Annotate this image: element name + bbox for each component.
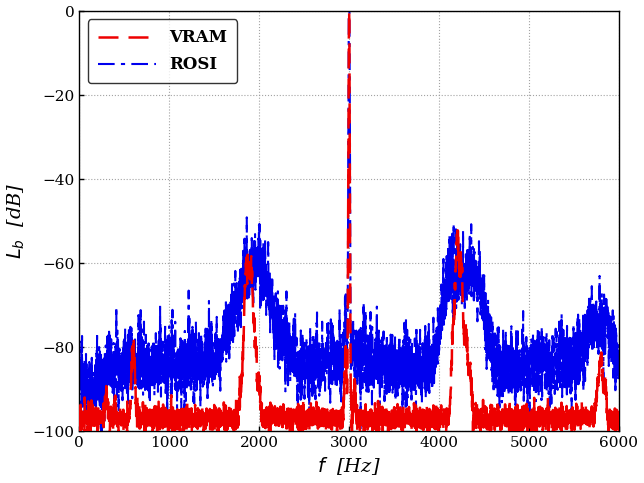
VRAM <box>582 420 589 426</box>
ROSI <box>615 352 623 358</box>
VRAM <box>80 428 88 434</box>
ROSI <box>515 353 522 358</box>
VRAM <box>515 428 522 434</box>
ROSI <box>582 378 589 384</box>
ROSI <box>345 8 353 14</box>
ROSI <box>98 428 106 434</box>
Line: VRAM: VRAM <box>79 11 619 431</box>
VRAM <box>435 409 443 414</box>
ROSI <box>118 359 126 365</box>
Legend: VRAM, ROSI: VRAM, ROSI <box>88 19 237 84</box>
ROSI <box>553 364 561 370</box>
VRAM <box>615 412 623 417</box>
VRAM <box>345 8 353 14</box>
Y-axis label: $L_b$  [dB]: $L_b$ [dB] <box>6 183 27 259</box>
X-axis label: $f$  [Hz]: $f$ [Hz] <box>317 455 381 477</box>
ROSI <box>75 370 83 376</box>
VRAM <box>553 412 561 418</box>
ROSI <box>435 314 443 320</box>
VRAM <box>75 414 83 420</box>
ROSI <box>601 351 609 357</box>
VRAM <box>118 409 126 415</box>
Line: ROSI: ROSI <box>79 11 619 431</box>
VRAM <box>601 374 609 380</box>
